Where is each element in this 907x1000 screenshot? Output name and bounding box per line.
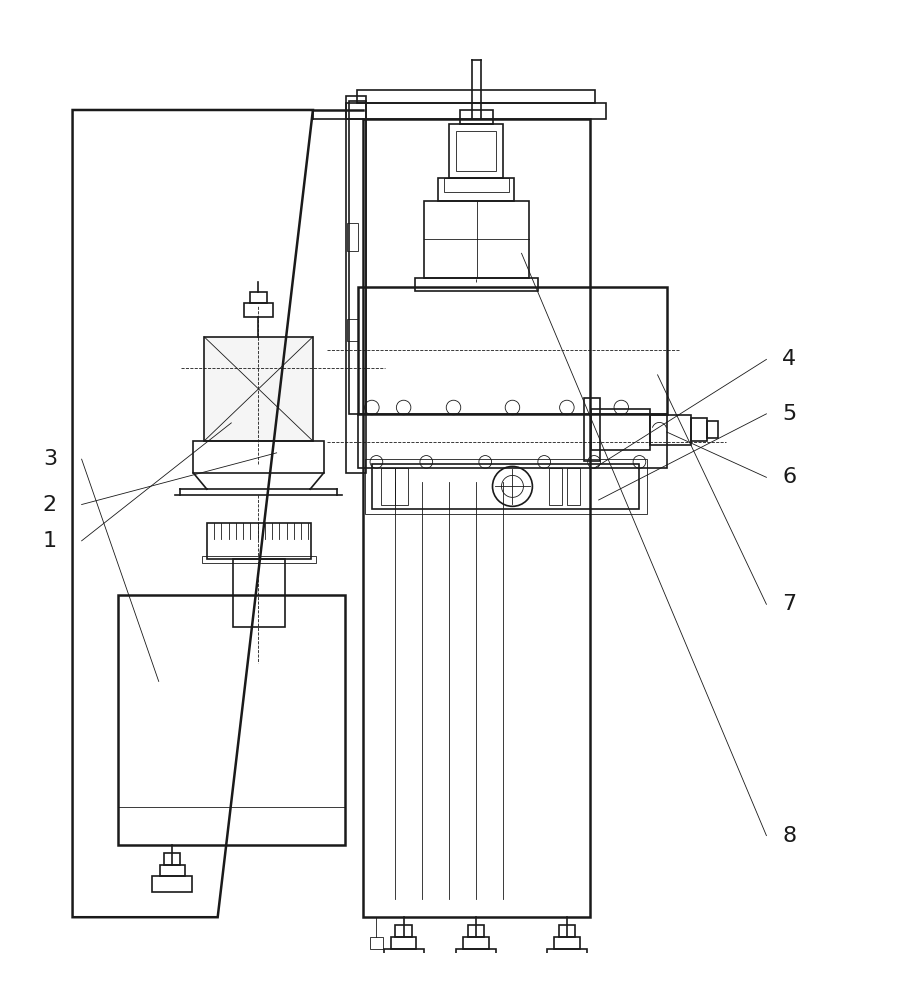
Bar: [346, 103, 606, 119]
Bar: [549, 468, 562, 505]
Bar: [444, 178, 509, 192]
Bar: [395, 468, 408, 505]
Bar: [207, 523, 311, 559]
Bar: [347, 319, 358, 341]
Bar: [456, 131, 496, 171]
Bar: [193, 441, 324, 473]
Bar: [346, 96, 366, 473]
Bar: [460, 110, 493, 124]
Bar: [357, 90, 595, 103]
Bar: [567, 468, 580, 505]
Bar: [554, 937, 580, 949]
Bar: [559, 925, 575, 937]
Bar: [707, 421, 718, 438]
Text: 4: 4: [782, 349, 796, 369]
Bar: [152, 876, 192, 892]
Text: 6: 6: [782, 467, 796, 487]
Bar: [438, 178, 514, 201]
Text: 1: 1: [43, 531, 57, 551]
Bar: [347, 223, 358, 251]
Bar: [381, 468, 395, 505]
Bar: [691, 418, 707, 441]
Text: 5: 5: [782, 404, 796, 424]
Bar: [391, 937, 416, 949]
Text: 2: 2: [43, 495, 57, 515]
Bar: [358, 414, 667, 468]
Bar: [160, 865, 185, 876]
Bar: [424, 201, 529, 278]
Bar: [449, 124, 503, 178]
Bar: [363, 119, 590, 917]
Bar: [650, 415, 691, 445]
Bar: [118, 595, 345, 845]
Bar: [395, 925, 412, 937]
Bar: [456, 949, 496, 964]
Bar: [584, 398, 600, 461]
Bar: [468, 925, 484, 937]
Bar: [370, 937, 383, 949]
Bar: [358, 287, 667, 414]
Bar: [349, 101, 366, 414]
Bar: [384, 949, 424, 964]
Text: 3: 3: [43, 449, 57, 469]
Bar: [233, 559, 285, 627]
Bar: [244, 303, 273, 317]
Bar: [365, 459, 647, 514]
Bar: [202, 556, 316, 563]
Text: 8: 8: [782, 826, 796, 846]
Bar: [204, 337, 313, 441]
Bar: [463, 937, 489, 949]
Bar: [372, 464, 639, 509]
Bar: [250, 292, 267, 303]
Bar: [591, 409, 650, 450]
Bar: [547, 949, 587, 964]
Bar: [164, 853, 180, 865]
Bar: [415, 278, 538, 291]
Text: 7: 7: [782, 594, 796, 614]
